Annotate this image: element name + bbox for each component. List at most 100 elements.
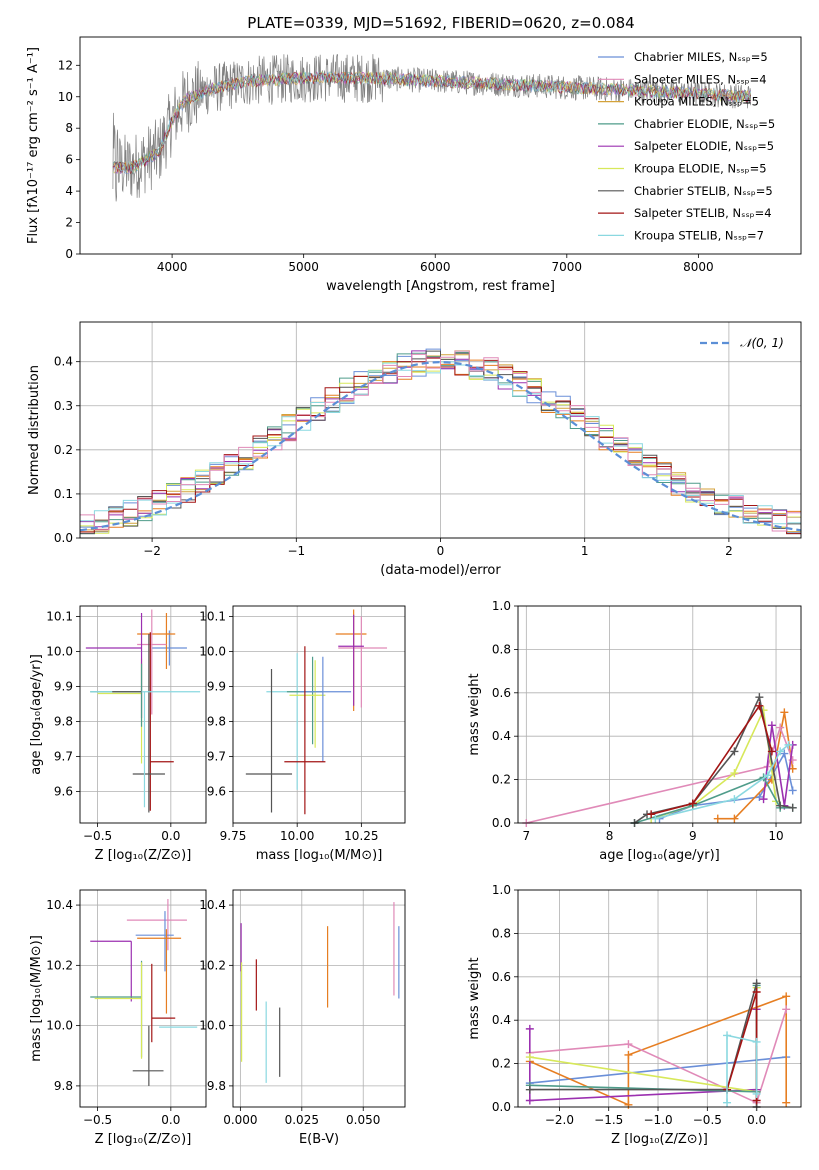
mass-weight-series-4 <box>525 983 761 1096</box>
series-marker <box>730 747 739 756</box>
x-tick-label: 7 <box>523 829 531 843</box>
legend-label: Salpeter MILES, Nₛₛₚ=4 <box>634 72 767 86</box>
series-marker <box>782 1098 791 1107</box>
series-marker <box>688 799 697 808</box>
errorbar-point <box>126 899 187 951</box>
errorbar-point <box>151 630 187 666</box>
residual-histogram-9 <box>80 350 801 532</box>
residuals-marks <box>79 348 802 535</box>
mass-weight-vs-age-frame <box>517 605 802 824</box>
legend-label: Chabrier STELIB, Nₛₛₚ=5 <box>634 184 773 198</box>
age-vs-Z-panel: −0.5 0.0 9.6 9.7 9.8 9.9 10.0 10.1 Z [log₁₀(Z/Z⊙… <box>29 605 207 863</box>
spectrum-xlabel: wavelength [Angstrom, rest frame] <box>326 279 555 294</box>
age-vs-mass-frame <box>232 605 406 824</box>
y-tick-label: 9.9 <box>54 680 73 694</box>
spectrum-legend: Chabrier MILES, Nₛₛₚ=5 Salpeter MILES, Nₛ… <box>598 50 775 242</box>
y-tick-label: 0.2 <box>492 1057 511 1071</box>
series-marker <box>782 992 791 1001</box>
mass-weight-series-0 <box>655 749 797 823</box>
y-tick-label: 0.4 <box>54 355 73 369</box>
age-vs-Z-ylabel: age [log₁₀(age/yr)] <box>29 654 44 775</box>
spectrum-ylabel: Flux [fλ10⁻¹⁷ erg cm⁻² s⁻¹ A⁻¹] <box>26 47 41 244</box>
series-marker <box>723 1031 732 1040</box>
y-tick-label: 0.3 <box>54 399 73 413</box>
x-tick-label: −1.5 <box>594 1113 623 1127</box>
series-marker <box>788 803 797 812</box>
y-tick-label: 0.8 <box>492 926 511 940</box>
series-marker <box>647 810 656 819</box>
age-vs-Z-marks <box>85 609 201 813</box>
series-marker <box>525 1053 534 1062</box>
series-marker <box>755 792 764 801</box>
errorbar-point <box>85 613 143 718</box>
y-tick-label: 10.1 <box>199 610 226 624</box>
y-tick-label: 0.4 <box>492 1013 511 1027</box>
mass-weight-vs-Z-ticks: −2.0 −1.5 −1.0 −0.5 0.0 0.0 0.2 0.4 0.6 0.8 1.0 <box>492 883 766 1127</box>
series-marker <box>624 1040 633 1049</box>
x-tick-label: 10 <box>768 829 783 843</box>
mass-weight-vs-Z-ylabel: mass weight <box>467 957 482 1039</box>
age-vs-mass-panel: 9.75 10.00 10.25 9.6 9.7 9.8 9.9 10.0 10.1 mass [… <box>199 605 406 863</box>
y-tick-label: 9.8 <box>207 715 226 729</box>
y-tick-label: 0.2 <box>492 773 511 787</box>
legend-label: Chabrier MILES, Nₛₛₚ=5 <box>634 50 768 64</box>
y-tick-label: 9.8 <box>54 1079 73 1093</box>
spectrum-marks <box>112 54 752 202</box>
x-tick-label: 0.0 <box>747 1113 766 1127</box>
y-tick-label: 9.8 <box>207 1079 226 1093</box>
errorbar-point <box>97 658 143 764</box>
age-vs-mass-grid <box>232 606 405 823</box>
series-marker <box>752 979 761 988</box>
residuals-legend: 𝒩(0, 1) <box>700 336 784 350</box>
y-tick-label: 9.9 <box>207 680 226 694</box>
mass-vs-Z-panel: −0.5 0.0 9.8 10.0 10.2 10.4 Z [log₁₀(Z/Z⊙)] mas… <box>29 889 207 1147</box>
mass-weight-series-1 <box>713 708 797 823</box>
mass-weight-vs-Z-xlabel: Z [log₁₀(Z/Z⊙)] <box>611 1132 708 1147</box>
y-tick-label: 1.0 <box>492 599 511 613</box>
legend-label: Kroupa STELIB, Nₛₛₚ=7 <box>634 228 764 242</box>
residual-histogram-6 <box>80 350 801 535</box>
x-tick-label: 0.025 <box>285 1113 319 1127</box>
mass-vs-Z-ylabel: mass [log₁₀(M/M⊙)] <box>29 935 44 1062</box>
x-tick-label: 2 <box>725 544 733 558</box>
y-tick-label: 9.8 <box>54 715 73 729</box>
series-marker <box>784 740 793 749</box>
mass-vs-Z-marks <box>90 899 198 1086</box>
mass-weight-vs-age-xlabel: age [log₁₀(age/yr)] <box>599 848 720 863</box>
x-tick-label: 10.25 <box>344 829 378 843</box>
series-marker <box>730 769 739 778</box>
y-tick-label: 8 <box>65 121 73 135</box>
x-tick-label: 8000 <box>683 260 714 274</box>
y-tick-label: 0.8 <box>492 642 511 656</box>
mass-weight-vs-Z-panel: −2.0 −1.5 −1.0 −0.5 0.0 0.0 0.2 0.4 0.6 0.8 1.0 Z [… <box>467 883 802 1147</box>
y-tick-label: 0.0 <box>54 531 73 545</box>
spectrum-panel: 4000 5000 6000 7000 8000 0 2 4 6 8 10 12 wavelength … <box>26 36 802 294</box>
mass-vs-EBV-frame <box>232 889 406 1108</box>
mass-vs-EBV-ticks: 0.000 0.025 0.050 9.8 10.0 10.2 10.4 <box>199 898 380 1127</box>
series-marker <box>763 771 772 780</box>
mass-weight-vs-Z-frame <box>517 889 802 1108</box>
y-tick-label: 2 <box>65 216 73 230</box>
x-tick-label: −0.5 <box>83 1113 112 1127</box>
errorbar-point <box>151 963 176 1043</box>
errorbar-point <box>149 632 174 811</box>
y-tick-label: 0.4 <box>492 729 511 743</box>
series-marker <box>752 1089 761 1098</box>
errorbar-point <box>132 1025 164 1086</box>
errorbar-point <box>132 634 165 813</box>
y-tick-label: 10.1 <box>46 610 73 624</box>
x-tick-label: 0 <box>437 544 445 558</box>
x-tick-label: 0.050 <box>346 1113 380 1127</box>
mass-weight-vs-Z-marks <box>525 979 791 1111</box>
x-tick-label: −0.5 <box>693 1113 722 1127</box>
series-marker <box>525 1096 534 1105</box>
series-marker <box>780 749 789 758</box>
y-tick-label: 10.4 <box>46 898 73 912</box>
mass-weight-series-8 <box>723 1031 761 1107</box>
x-tick-label: 9.75 <box>220 829 247 843</box>
model-fit-8 <box>112 71 751 174</box>
mass-vs-EBV-panel: 0.000 0.025 0.050 9.8 10.0 10.2 10.4 E(B-V) <box>199 889 406 1147</box>
y-tick-label: 0.0 <box>492 816 511 830</box>
y-tick-label: 9.7 <box>207 750 226 764</box>
